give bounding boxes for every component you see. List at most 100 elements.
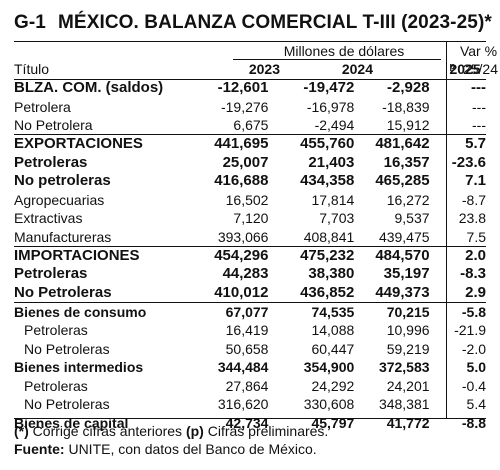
row-label: Petroleras — [14, 153, 88, 171]
header-row-columns: Título 2023 2024 2025 p 25/24 — [14, 61, 498, 79]
value-2023: 25,007 — [222, 153, 269, 171]
value-2023: 316,620 — [217, 396, 269, 413]
note-mark: (*) — [14, 423, 29, 439]
value-2025: 59,219 — [386, 340, 430, 357]
table-row: IMPORTACIONES 454,296 475,232 484,570 2.0 — [14, 245, 486, 265]
row-label: IMPORTACIONES — [14, 245, 202, 265]
header-row-units: Millones de dólares Var % — [14, 41, 497, 59]
var-pct-value: 5.4 — [466, 396, 486, 413]
row-label: No Petroleras — [24, 340, 110, 357]
value-2024: 330,608 — [303, 396, 355, 413]
value-2023: 50,658 — [225, 340, 269, 357]
year-2023-header: 2023 — [248, 61, 280, 77]
row-label: BLZA. COM. (saldos) — [14, 79, 164, 97]
var-pct-value: 7.1 — [465, 172, 486, 190]
row-label: Petroleras — [24, 322, 88, 339]
value-2023: -19,276 — [220, 98, 269, 115]
table-row: Petrolera -19,276 -16,978 -18,839 --- — [14, 98, 486, 117]
value-2025: 9,537 — [394, 210, 430, 227]
value-2023: 344,484 — [217, 359, 269, 376]
row-label: No Petrolera — [14, 117, 93, 134]
value-2025: 35,197 — [383, 265, 430, 283]
value-2023: 27,864 — [225, 377, 269, 394]
var-pct-value: --- — [472, 117, 486, 134]
table-row: Bienes de consumo 67,077 74,535 70,215 -5.8 — [14, 301, 486, 321]
prelim-note-mark: (p) — [185, 423, 204, 439]
table-row: Bienes intermedios 344,484 354,900 372,583 5… — [14, 358, 486, 377]
page-title: G-1 MÉXICO. BALANZA COMERCIAL T-III (2023… — [14, 12, 492, 38]
table-row: Petroleras 16,419 14,088 10,996 -21.9 — [14, 321, 486, 340]
var-pct-value: -2.0 — [461, 340, 486, 357]
value-2023: 67,077 — [201, 301, 269, 321]
value-2025: 348,381 — [378, 396, 430, 413]
row-label: No petroleras — [14, 172, 111, 190]
trade-balance-table: BLZA. COM. (saldos) -12,601 -19,472 -2,928-… — [14, 79, 486, 432]
value-2025: 70,215 — [354, 301, 432, 321]
row-label: No Petroleras — [24, 396, 110, 413]
table-row: No Petroleras 50,658 60,447 59,219 -2.0 — [14, 339, 486, 358]
value-2024: 7,703 — [319, 210, 355, 227]
year-2025-text: 2025 — [449, 61, 481, 77]
footnote-line: (*) Corrige cifras anteriores (p) Cifras… — [14, 422, 486, 440]
row-label: Bienes de consumo — [14, 301, 202, 321]
value-2025: 24,201 — [386, 377, 430, 394]
var-pct-value: -5.8 — [431, 301, 486, 321]
var-pct-value: 23.8 — [458, 210, 486, 227]
value-2025: 372,583 — [378, 359, 430, 376]
value-2025: 15,912 — [386, 117, 430, 134]
table-row: Petroleras 25,007 21,403 16,357 -23.6 — [14, 153, 486, 172]
row-label: EXPORTACIONES — [14, 134, 202, 154]
value-2024: -2,494 — [314, 117, 355, 134]
bottom-rule — [14, 418, 486, 419]
var-pct-value: 2.9 — [465, 283, 486, 301]
value-2024: 455,760 — [268, 134, 355, 154]
value-2024: 354,900 — [303, 359, 355, 376]
value-2024: 24,292 — [311, 377, 355, 394]
source-text: UNITE, con datos del Banco de México. — [64, 441, 317, 457]
footnotes: (*) Corrige cifras anteriores (p) Cifras… — [14, 422, 486, 458]
units-underline — [233, 59, 441, 60]
var-column-divider — [446, 41, 447, 418]
var-pct-value: -0.4 — [461, 377, 486, 394]
table-row: Extractivas 7,120 7,703 9,537 23.8 — [14, 209, 486, 228]
var-pct-value: -8.7 — [461, 191, 486, 208]
row-label: Petrolera — [14, 98, 71, 115]
value-2023: 16,419 — [225, 322, 269, 339]
table-row: No Petroleras 316,620 330,608 348,381 5.4 — [14, 395, 486, 414]
var-period-header: 25/24 — [462, 61, 498, 77]
prelim-note-text: Cifras preliminares. — [203, 423, 329, 439]
value-2024: 38,380 — [308, 265, 355, 283]
source-line: Fuente: UNITE, con datos del Banco de Mé… — [14, 440, 486, 458]
value-2025: 16,357 — [383, 153, 430, 171]
year-2024-header: 2024 — [341, 61, 373, 77]
value-2023: 441,695 — [201, 134, 269, 154]
value-2024: 475,232 — [268, 245, 355, 265]
row-label: Extractivas — [14, 210, 83, 227]
table-body: BLZA. COM. (saldos) -12,601 -19,472 -2,928-… — [14, 79, 486, 432]
units-label: Millones de dólares — [283, 43, 405, 59]
var-pct-value: -21.9 — [454, 322, 486, 339]
row-label: Agropecuarias — [14, 191, 105, 208]
value-2023: 16,502 — [225, 191, 269, 208]
value-2023: 416,688 — [214, 172, 269, 190]
table-row: No petroleras 416,688 434,358 465,285 7.1 — [14, 172, 486, 191]
value-2025: 16,272 — [386, 191, 430, 208]
value-2024: -19,472 — [303, 79, 355, 97]
table-row: Agropecuarias 16,502 17,814 16,272 -8.7 — [14, 191, 486, 210]
value-2024: 436,852 — [300, 283, 355, 301]
value-2023: 454,296 — [201, 245, 269, 265]
value-2025: 10,996 — [386, 322, 430, 339]
table-row: Petroleras 27,864 24,292 24,201 -0.4 — [14, 377, 486, 396]
source-label: Fuente: — [14, 441, 65, 457]
var-pct-label: Var % — [459, 43, 498, 59]
value-2024: 14,088 — [311, 322, 355, 339]
preliminary-mark: p — [449, 61, 456, 71]
row-label: Petroleras — [14, 265, 88, 283]
var-pct-value: 5.7 — [431, 134, 486, 154]
label-column-header: Título — [14, 61, 50, 77]
value-2025: 439,475 — [378, 228, 430, 245]
value-2025: 484,570 — [354, 245, 432, 265]
value-2024: 17,814 — [311, 191, 355, 208]
var-pct-value: --- — [472, 98, 486, 115]
table-row: No Petrolera 6,675 -2,494 15,912 --- — [14, 116, 486, 135]
